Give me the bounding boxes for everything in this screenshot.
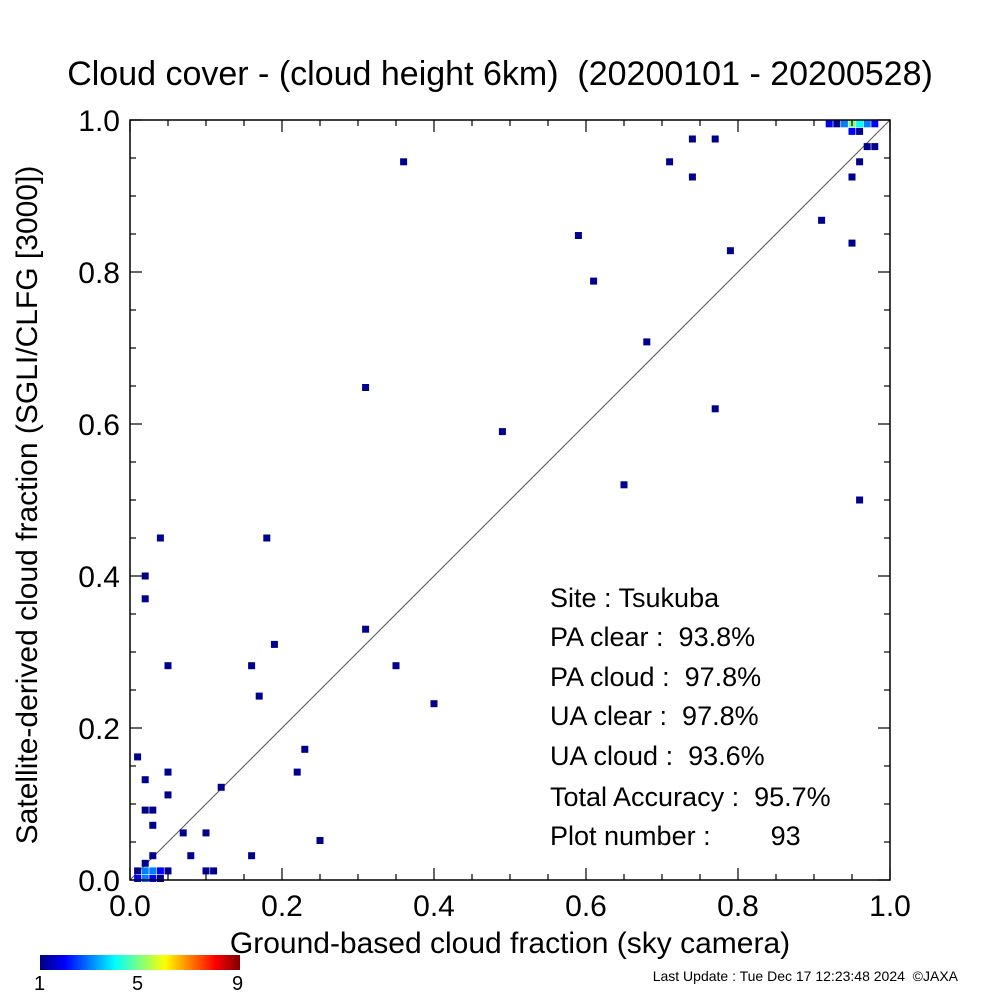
x-tick-label: 0.8	[717, 890, 759, 923]
y-tick-label: 0.8	[78, 257, 120, 290]
stat-total-accuracy: Total Accuracy : 95.7%	[550, 782, 831, 812]
colorbar-label-min: 1	[34, 973, 46, 995]
y-tick-label: 0.2	[78, 713, 120, 746]
data-point	[149, 821, 157, 829]
data-point	[711, 405, 719, 413]
data-point	[863, 143, 871, 151]
y-axis-label: Satellite-derived cloud fraction (SGLI/C…	[11, 166, 44, 845]
data-point	[818, 216, 826, 224]
data-point	[833, 120, 841, 128]
x-tick-label: 0.4	[413, 890, 455, 923]
data-point	[574, 232, 582, 239]
stat-pa-cloud: PA cloud : 97.8%	[550, 662, 762, 692]
x-axis-label: Ground-based cloud fraction (sky camera)	[230, 927, 790, 960]
data-point	[711, 135, 719, 143]
data-point	[430, 700, 438, 708]
x-tick-label: 1.0	[869, 890, 911, 923]
data-point	[688, 135, 696, 143]
data-point	[134, 867, 142, 875]
stat-site: Site : Tsukuba	[550, 583, 720, 613]
data-point	[362, 625, 370, 633]
data-point	[210, 867, 218, 875]
data-point	[392, 662, 400, 670]
data-point	[164, 867, 172, 875]
data-point	[156, 867, 164, 875]
stat-ua-cloud: UA cloud : 93.6%	[550, 741, 765, 771]
data-point	[141, 867, 149, 875]
data-point	[164, 768, 172, 776]
data-point	[498, 428, 506, 436]
data-point	[643, 338, 651, 346]
data-point	[141, 859, 149, 867]
data-point	[856, 120, 864, 128]
data-point	[202, 867, 210, 875]
data-point	[149, 806, 157, 814]
y-tick-label: 1.0	[78, 105, 120, 138]
data-point	[726, 247, 734, 255]
x-tick-label: 0.2	[261, 890, 303, 923]
data-point	[134, 753, 142, 761]
colorbar	[40, 955, 240, 970]
data-point	[149, 852, 157, 860]
data-point	[620, 481, 628, 489]
data-point	[301, 745, 309, 753]
data-point	[848, 239, 856, 247]
data-marks	[129, 119, 891, 882]
data-point	[848, 173, 856, 181]
data-point	[141, 806, 149, 814]
data-point	[164, 662, 172, 670]
axes: 0.00.0 0.2 0.2 0.4 0.4 0.6 0.6 0.8 0.8 1.0 1.0 Grou…	[11, 105, 911, 960]
data-point	[316, 837, 324, 844]
data-point	[871, 120, 879, 128]
data-point	[179, 829, 187, 837]
data-point	[263, 534, 271, 542]
stat-ua-clear: UA clear : 97.8%	[550, 701, 759, 731]
data-point	[840, 120, 848, 128]
data-point	[141, 776, 149, 784]
data-point	[248, 662, 256, 670]
data-point	[141, 572, 149, 580]
data-point	[848, 127, 856, 135]
data-point	[400, 158, 408, 166]
data-point	[590, 277, 598, 285]
data-point	[270, 640, 278, 648]
data-point	[149, 875, 157, 882]
data-point	[856, 127, 864, 135]
data-point	[871, 143, 879, 151]
stat-pa-clear: PA clear : 93.8%	[550, 622, 756, 652]
data-point	[825, 120, 833, 128]
data-point	[217, 783, 225, 791]
one-to-one-line	[129, 119, 891, 881]
data-point	[156, 875, 164, 882]
data-point	[856, 158, 864, 166]
data-point	[856, 496, 864, 504]
data-point	[141, 875, 149, 882]
data-point	[688, 173, 696, 181]
colorbar-label-mid: 5	[132, 973, 144, 995]
data-point	[362, 384, 370, 391]
y-tick-label: 0.6	[78, 409, 120, 442]
stat-plot-number: Plot number : 93	[550, 821, 801, 851]
data-point	[202, 829, 210, 837]
data-point	[187, 852, 195, 860]
data-point	[156, 534, 164, 542]
data-point	[863, 120, 871, 128]
colorbar-label-max: 9	[232, 973, 244, 995]
data-point	[293, 768, 301, 776]
y-tick-label: 0.4	[78, 561, 120, 594]
data-point	[134, 875, 142, 882]
x-tick-label: 0.0	[109, 890, 151, 923]
data-point	[666, 158, 674, 166]
x-tick-label: 0.6	[565, 890, 607, 923]
data-point	[255, 692, 263, 700]
y-tick-label: 0.0	[78, 865, 120, 898]
data-point	[141, 595, 149, 603]
data-point	[248, 852, 256, 860]
chart-title: Cloud cover - (cloud height 6km) (202001…	[67, 55, 933, 93]
data-point	[164, 791, 172, 799]
footer-timestamp: Last Update : Tue Dec 17 12:23:48 2024 ©…	[652, 968, 958, 984]
data-point	[149, 867, 157, 875]
